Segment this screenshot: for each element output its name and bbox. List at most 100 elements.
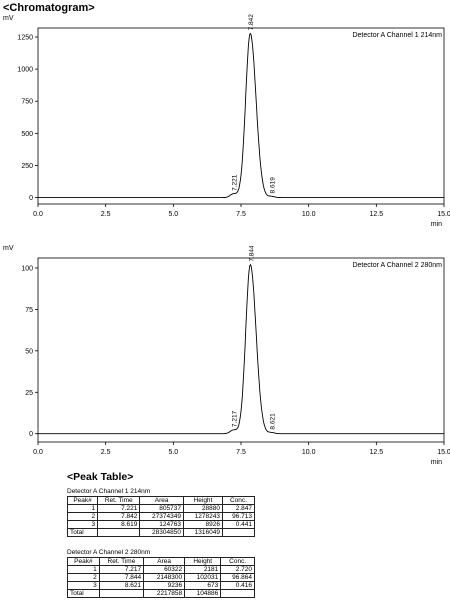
column-header: Peak# xyxy=(67,557,100,566)
x-tick-label: 5.0 xyxy=(168,211,178,218)
column-header: Peak# xyxy=(66,496,99,505)
table-cell: 124763 xyxy=(139,520,184,529)
peak-label: 7.217 xyxy=(231,410,238,427)
column-header: Conc. xyxy=(220,557,255,566)
page-heading: <Chromatogram> xyxy=(3,2,95,14)
table-cell: 7.221 xyxy=(97,504,141,513)
peak-label: 7.842 xyxy=(248,14,255,31)
table-cell: 9236 xyxy=(143,581,186,590)
table-cell: 8.621 xyxy=(98,581,145,590)
table-cell: 0.416 xyxy=(220,581,255,590)
column-header: Height xyxy=(184,557,222,566)
table-header-row: Peak# Ret. Time Area Height Conc. xyxy=(67,557,255,566)
table-cell: 28304850 xyxy=(139,528,184,537)
peak-table-channel-1: Peak# Ret. Time Area Height Conc. 1 7.22… xyxy=(66,496,256,537)
peak-label: 7.844 xyxy=(248,245,255,262)
table-cell: 8926 xyxy=(182,520,223,529)
y-tick-label: 0 xyxy=(29,431,33,438)
column-header: Area xyxy=(139,496,184,505)
peak-label: 7.221 xyxy=(231,174,238,191)
table-cell: 2181 xyxy=(184,565,222,574)
table-cell: 3 xyxy=(67,581,100,590)
table-header-row: Peak# Ret. Time Area Height Conc. xyxy=(66,496,256,505)
table-cell: 2217858 xyxy=(143,589,186,598)
table-cell: 2 xyxy=(66,512,99,521)
y-tick-label: 750 xyxy=(21,99,33,106)
x-tick-label: 12.5 xyxy=(370,449,384,456)
table-row: 2 7.844 2148300 102031 96.864 xyxy=(67,573,255,582)
table-total-row: Total 28304850 1316049 xyxy=(66,528,256,537)
detector-label: Detector A Channel 2 280nm xyxy=(352,262,442,269)
x-tick-label: 7.5 xyxy=(236,211,246,218)
x-tick-label: 12.5 xyxy=(370,211,384,218)
table-cell xyxy=(97,528,141,537)
table-cell: 27374349 xyxy=(139,512,184,521)
table-cell: 102031 xyxy=(184,573,222,582)
table-row: 2 7.842 27374349 1278243 96.713 xyxy=(66,512,256,521)
table-cell: Total xyxy=(67,589,100,598)
column-header: Area xyxy=(143,557,186,566)
detector-label: Detector A Channel 1 214nm xyxy=(352,32,442,39)
table-cell: 1316049 xyxy=(182,528,223,537)
x-axis-unit-label: min xyxy=(431,459,442,466)
y-tick-label: 25 xyxy=(25,390,33,397)
x-tick-label: 5.0 xyxy=(168,449,178,456)
table-cell: Total xyxy=(66,528,99,537)
column-header: Ret. Time xyxy=(97,496,141,505)
x-tick-label: 2.5 xyxy=(101,211,111,218)
column-header: Height xyxy=(182,496,223,505)
peak-table-channel-2-label: Detector A Channel 2 280nm xyxy=(67,549,151,556)
peak-table-channel-2: Peak# Ret. Time Area Height Conc. 1 7.21… xyxy=(67,557,255,598)
table-cell: 1 xyxy=(67,565,100,574)
y-axis-unit-label: mV xyxy=(3,15,14,22)
table-cell: 7.217 xyxy=(98,565,145,574)
x-tick-label: 0.0 xyxy=(33,211,43,218)
y-tick-label: 500 xyxy=(21,131,33,138)
table-cell: 8.619 xyxy=(97,520,141,529)
table-cell xyxy=(221,528,256,537)
table-cell: 7.844 xyxy=(98,573,145,582)
table-row: 3 8.621 9236 673 0.416 xyxy=(67,581,255,590)
x-axis-unit-label: min xyxy=(431,221,442,228)
table-cell: 2.847 xyxy=(221,504,256,513)
y-axis-unit-label: mV xyxy=(3,245,14,252)
chromatogram-trace xyxy=(38,263,444,435)
x-tick-label: 15.0 xyxy=(437,211,450,218)
table-cell: 28880 xyxy=(182,504,223,513)
table-row: 1 7.217 60322 2181 2.720 xyxy=(67,565,255,574)
table-cell: 104886 xyxy=(184,589,222,598)
x-tick-label: 10.0 xyxy=(302,449,316,456)
table-cell xyxy=(220,589,255,598)
peak-table-heading: <Peak Table> xyxy=(67,471,134,483)
table-cell: 2.720 xyxy=(220,565,255,574)
table-cell: 1 xyxy=(66,504,99,513)
table-cell: 60322 xyxy=(143,565,186,574)
table-cell: 2 xyxy=(67,573,100,582)
chromatogram-trace xyxy=(38,32,444,199)
y-tick-label: 100 xyxy=(21,265,33,272)
table-total-row: Total 2217858 104886 xyxy=(67,589,255,598)
y-tick-label: 0 xyxy=(29,195,33,202)
table-cell xyxy=(98,589,145,598)
x-tick-label: 0.0 xyxy=(33,449,43,456)
table-cell: 1278243 xyxy=(182,512,223,521)
y-tick-label: 1250 xyxy=(17,34,33,41)
table-cell: 2148300 xyxy=(143,573,186,582)
x-tick-label: 7.5 xyxy=(236,449,246,456)
x-tick-label: 2.5 xyxy=(101,449,111,456)
column-header: Ret. Time xyxy=(98,557,145,566)
table-cell: 805737 xyxy=(139,504,184,513)
table-row: 3 8.619 124763 8926 0.441 xyxy=(66,520,256,529)
x-tick-label: 15.0 xyxy=(437,449,450,456)
table-cell: 0.441 xyxy=(221,520,256,529)
chromatogram-channel-2: mV Detector A Channel 2 280nm 0 25 50 75 100 0.… xyxy=(3,245,450,466)
y-tick-label: 50 xyxy=(25,348,33,355)
table-cell: 673 xyxy=(184,581,222,590)
chromatogram-channel-1: mV Detector A Channel 1 214nm 0 250 500 750 10… xyxy=(3,14,450,228)
column-header: Conc. xyxy=(221,496,256,505)
table-cell: 7.842 xyxy=(97,512,141,521)
table-cell: 96.864 xyxy=(220,573,255,582)
peak-label: 8.621 xyxy=(269,413,276,430)
table-row: 1 7.221 805737 28880 2.847 xyxy=(66,504,256,513)
peak-table-channel-1-label: Detector A Channel 1 214nm xyxy=(67,488,151,495)
